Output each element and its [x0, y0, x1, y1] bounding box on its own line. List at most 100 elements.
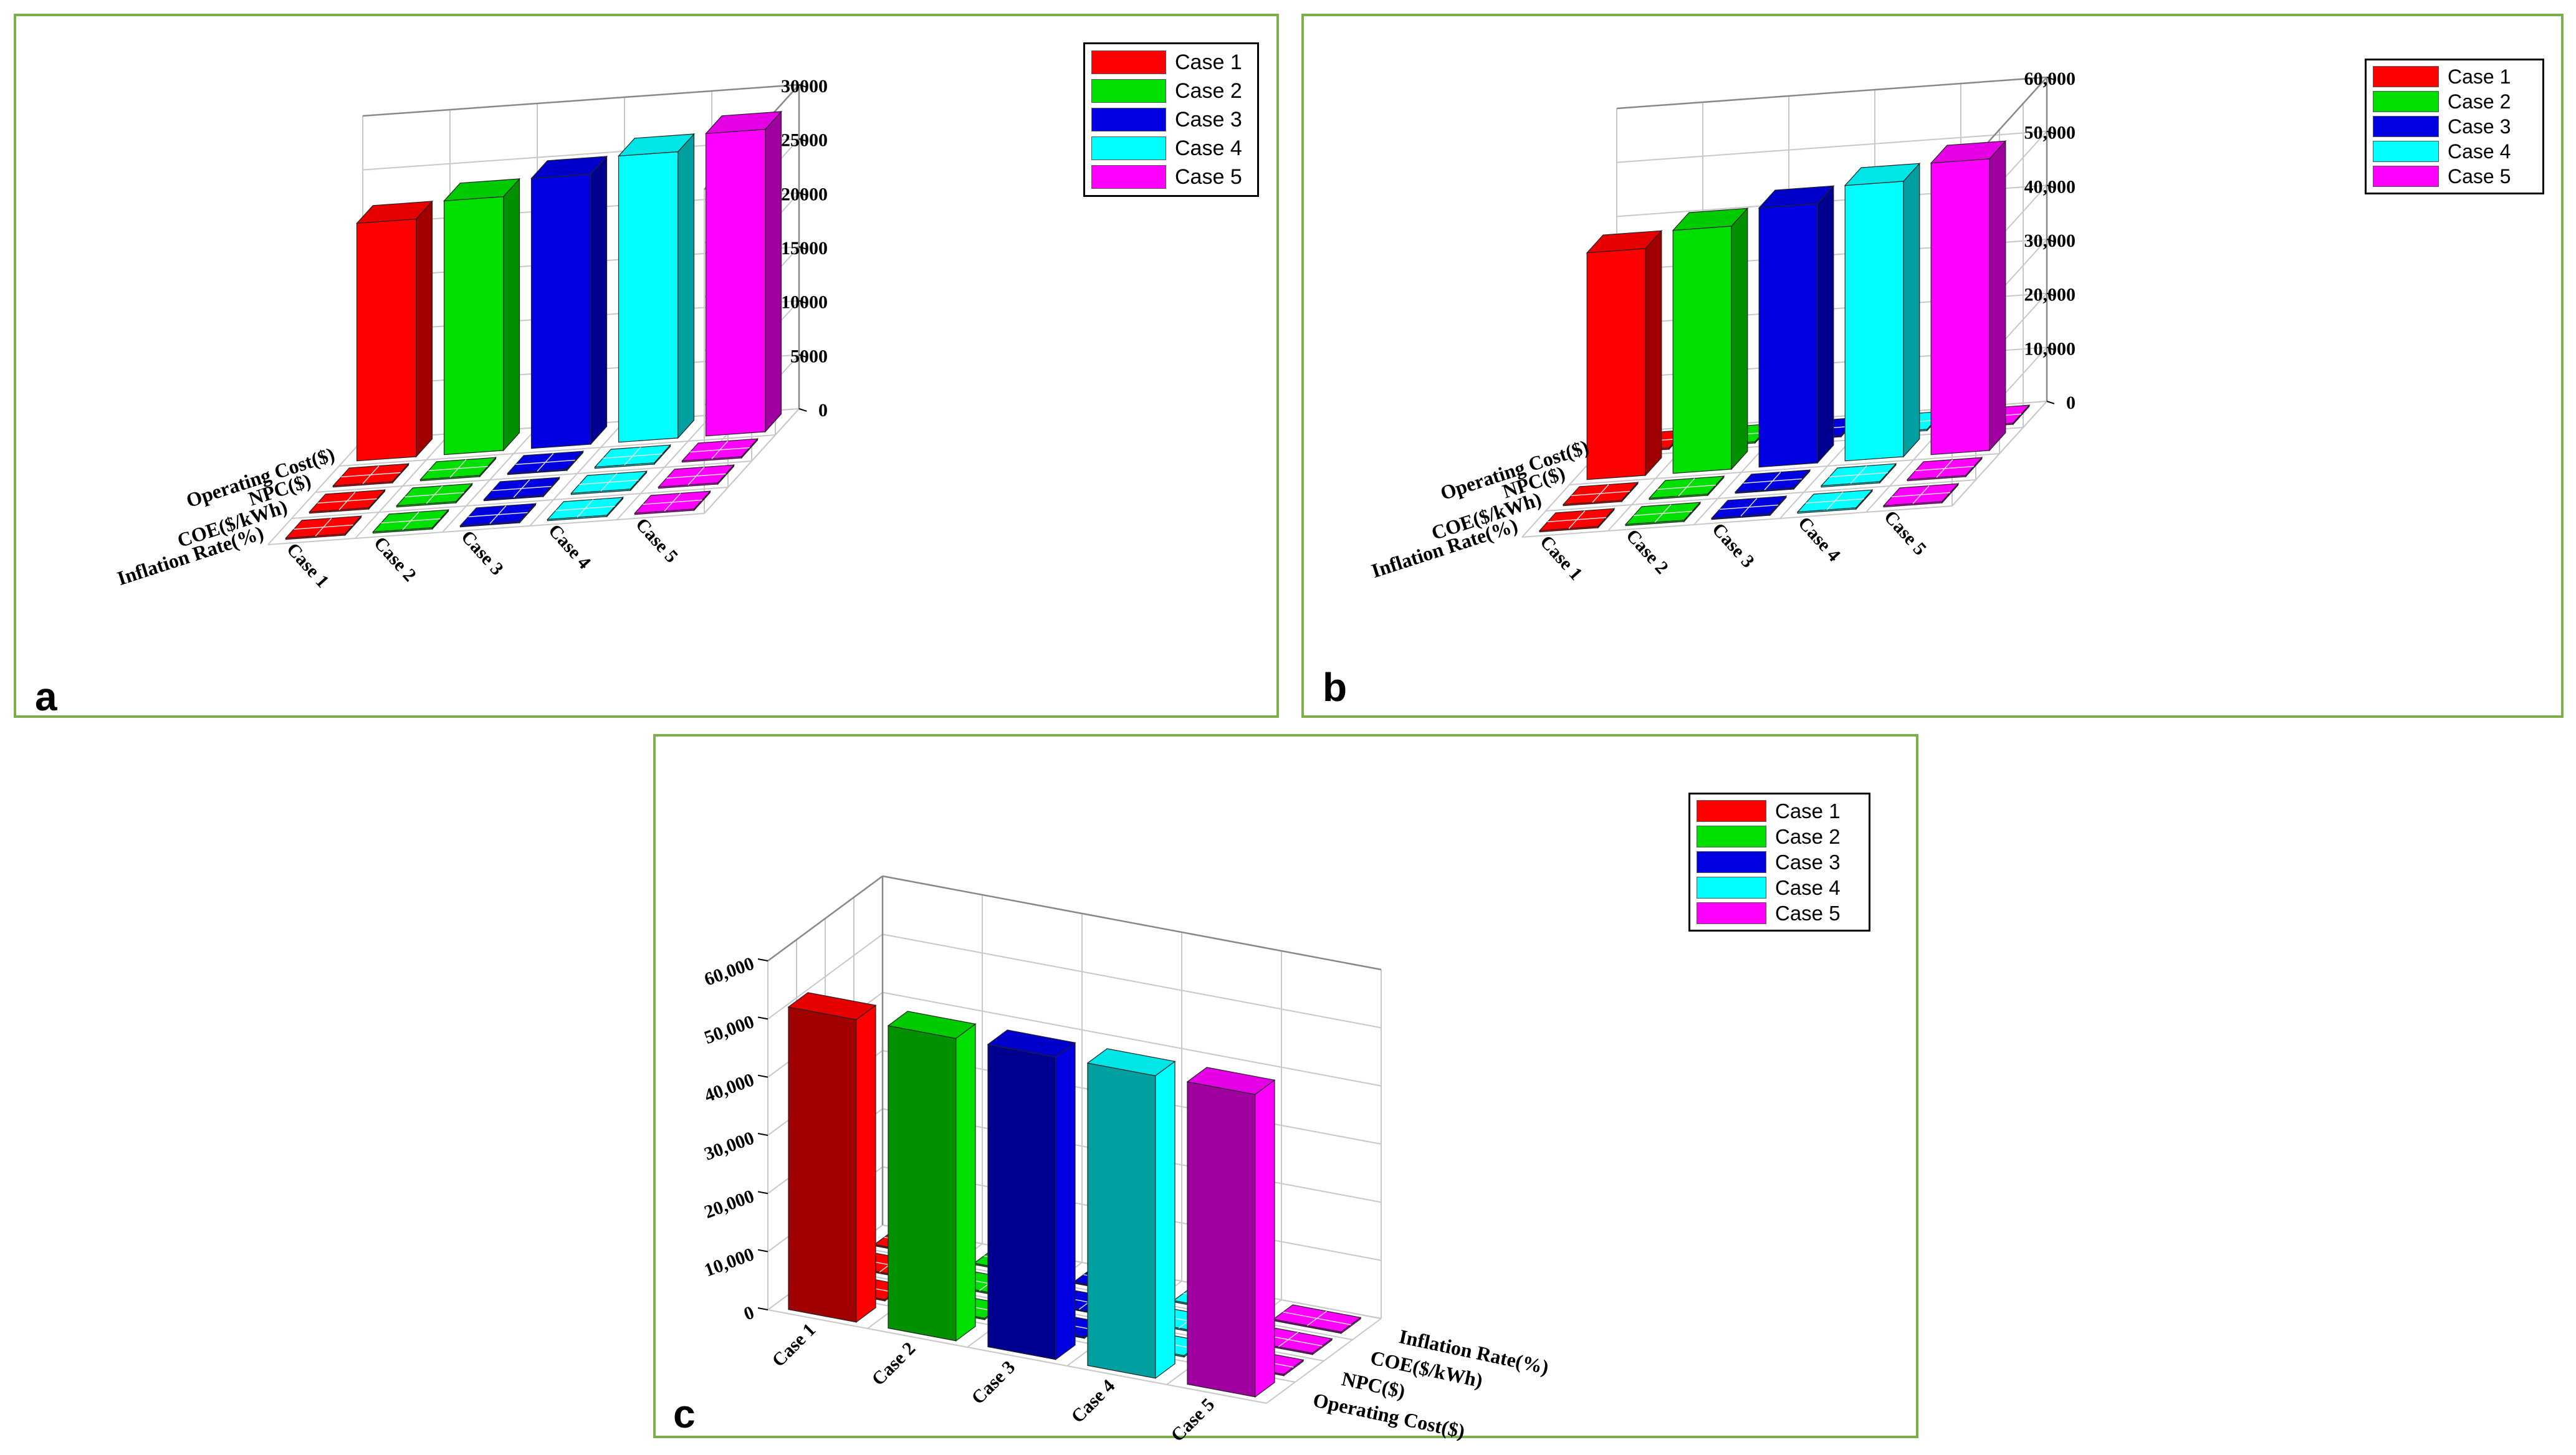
bar-case-5 — [1186, 1067, 1276, 1398]
bar-gridline — [492, 485, 552, 492]
bar-top — [1930, 140, 2007, 164]
bar-face — [443, 196, 504, 456]
bar-face — [678, 133, 695, 439]
bar-face — [356, 218, 417, 462]
case-tick-label: Case 4 — [1794, 513, 1844, 566]
bar-case-5 — [1906, 456, 1983, 482]
bar-face — [416, 200, 433, 458]
bar-gridline — [1283, 1311, 1351, 1325]
legend-swatch-case-5 — [1091, 165, 1166, 189]
bar-top — [1186, 1067, 1276, 1095]
legend-item: Case 4 — [1091, 134, 1251, 163]
bar-case-4 — [547, 496, 624, 522]
bar-case-5 — [634, 490, 711, 515]
bar-case-3 — [1734, 469, 1811, 494]
floor-gridline — [767, 1309, 1267, 1404]
bar-case-3 — [507, 450, 584, 475]
bar-face — [1989, 140, 2006, 452]
bar-face — [888, 1025, 957, 1342]
bar-gridline — [1743, 478, 1802, 484]
case-tick-label: Case 2 — [1622, 525, 1672, 578]
box-edge — [1616, 76, 2047, 110]
z-tick-mark — [798, 354, 807, 358]
legend-a: Case 1 Case 2 Case 3 Case 4 Case 5 — [1083, 42, 1259, 197]
bar-top — [618, 133, 695, 157]
bar-case-3 — [1758, 184, 1835, 468]
legend-swatch-case-1 — [1697, 800, 1766, 822]
z-tick-mark — [2046, 184, 2055, 189]
bar-top — [705, 111, 782, 135]
legend-swatch-case-3 — [1091, 108, 1166, 131]
bar-top — [1758, 185, 1835, 209]
legend-swatch-case-1 — [1091, 50, 1166, 74]
bar-face — [1586, 248, 1646, 480]
box-edge — [362, 83, 800, 117]
case-tick-label: Case 3 — [967, 1357, 1019, 1408]
bar-case-1 — [332, 462, 409, 488]
bar-face — [1645, 229, 1662, 477]
legend-label: Case 5 — [1175, 165, 1242, 189]
z-tick-label: 60,000 — [702, 953, 757, 990]
legend-label: Case 5 — [1775, 901, 1841, 925]
bar-face — [618, 151, 679, 443]
case-tick-label: Case 4 — [544, 520, 595, 573]
bar-face — [1844, 181, 1904, 462]
bar-case-1 — [1538, 507, 1616, 533]
bar-face — [530, 173, 591, 449]
z-tick-mark — [2046, 130, 2055, 135]
z-tick-mark — [798, 192, 807, 196]
box-edge — [767, 875, 883, 962]
bar-face — [590, 155, 608, 446]
bar-gridline — [1892, 492, 1950, 498]
bar-case-3 — [483, 476, 560, 502]
bar-face — [705, 128, 766, 437]
legend-item: Case 2 — [1697, 824, 1862, 849]
z-tick-label: 60,000 — [2024, 69, 2076, 89]
legend-item: Case 5 — [2373, 164, 2536, 189]
legend-label: Case 3 — [1775, 850, 1841, 874]
bar-case-5 — [681, 437, 759, 463]
bar-gridline — [405, 492, 464, 498]
bar-top — [1672, 208, 1749, 231]
bar-case-1 — [285, 515, 362, 540]
z-tick-label: 10,000 — [702, 1244, 757, 1281]
z-tick-label: 10,000 — [2024, 338, 2076, 359]
case-tick-label: Case 3 — [1708, 519, 1758, 572]
legend-swatch-case-4 — [1697, 877, 1766, 899]
bar-gridline — [515, 459, 575, 465]
z-tick-mark — [798, 408, 807, 412]
chart-a-svg: 0 5000 10000 15000 20000 25000 30000 Case 1 Case… — [115, 76, 828, 592]
bar-top — [443, 178, 520, 202]
legend-label: Case 2 — [2448, 90, 2511, 113]
z-tick-mark — [757, 1307, 768, 1310]
bar-gridline — [1915, 465, 1974, 472]
bar-face — [1187, 1081, 1256, 1398]
bar-case-2 — [1648, 475, 1725, 500]
bar-case-4 — [1820, 462, 1897, 488]
legend-swatch-case-1 — [2373, 66, 2439, 87]
z-tick-label: 20,000 — [702, 1186, 757, 1223]
bar-case-4 — [570, 470, 648, 495]
z-tick-label: 30000 — [781, 76, 828, 97]
legend-swatch-case-3 — [1697, 851, 1766, 873]
bar-gridline — [468, 512, 528, 518]
z-tick-mark — [757, 958, 768, 961]
z-tick-mark — [757, 1074, 768, 1078]
z-tick-label: 0 — [818, 400, 828, 421]
legend-item: Case 1 — [1697, 798, 1862, 824]
z-tick-label: 20000 — [781, 184, 828, 204]
panel-b: 0 10,000 20,000 30,000 40,000 50,000 60,000 Cas… — [1301, 14, 2564, 718]
bar-face — [1817, 184, 1834, 464]
bar-face — [1155, 1061, 1175, 1379]
case-tick-label: Case 2 — [868, 1338, 919, 1390]
bar-case-5 — [1882, 482, 1960, 508]
bar-gridline — [643, 499, 702, 505]
bar-gridline — [555, 505, 615, 512]
legend-label: Case 1 — [1175, 50, 1242, 74]
bar-face — [1758, 203, 1818, 468]
legend-item: Case 3 — [2373, 114, 2536, 139]
z-tick-mark — [2046, 346, 2055, 351]
wall-gridline — [882, 933, 1382, 1029]
floor-gridline — [315, 460, 752, 493]
bar-case-2 — [443, 178, 520, 456]
